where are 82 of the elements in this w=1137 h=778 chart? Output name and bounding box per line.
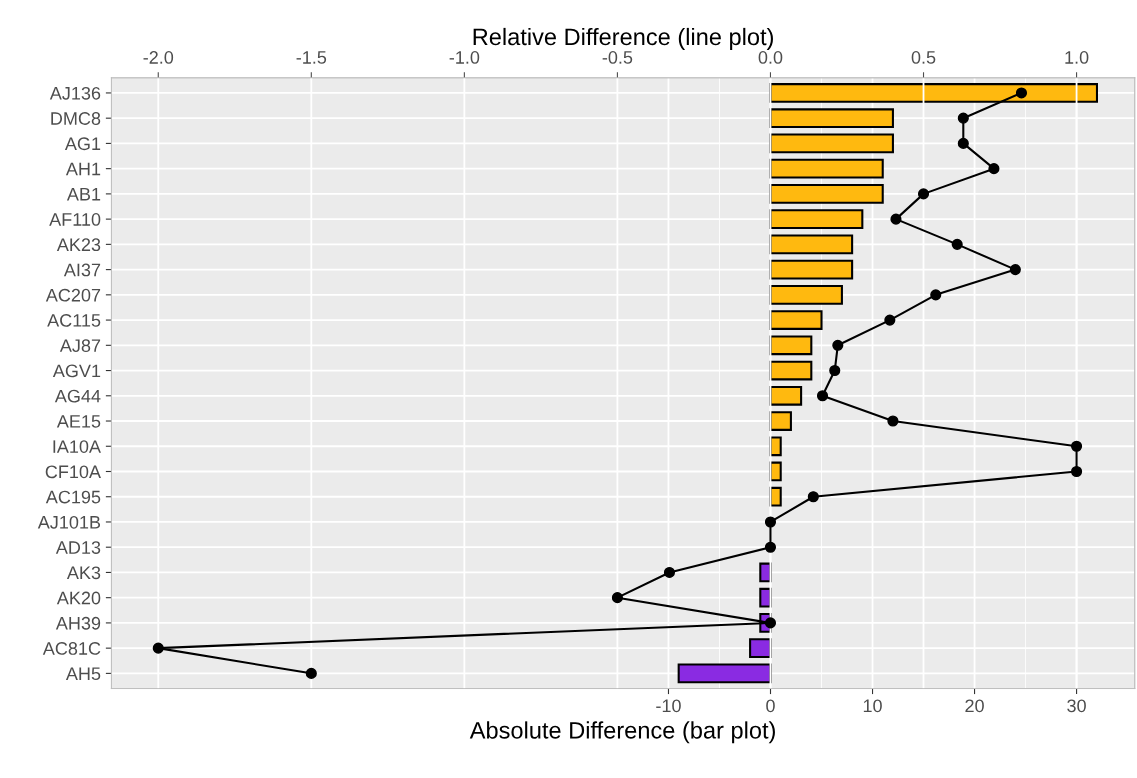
y-tick-label: AK23 <box>56 238 101 252</box>
point <box>988 163 1000 175</box>
bar <box>769 385 803 406</box>
x2-tick-label: 1.0 <box>1065 51 1089 64</box>
x2-tick-label: -1.0 <box>449 51 480 64</box>
bar <box>759 562 772 583</box>
bar <box>769 108 894 129</box>
point <box>305 667 317 679</box>
point <box>764 516 777 528</box>
x-axis-title: Absolute Difference (bar plot) <box>469 721 775 744</box>
x-tick-label: 10 <box>863 699 882 713</box>
point <box>832 339 844 351</box>
point <box>152 642 164 654</box>
y-tick-label: AK20 <box>56 591 101 605</box>
point <box>1009 264 1021 276</box>
bar <box>769 158 884 179</box>
point <box>951 238 963 250</box>
bar <box>769 209 864 229</box>
point <box>1071 465 1083 478</box>
x2-axis-title: Relative Difference (line plot) <box>473 27 773 50</box>
y-tick-label: AC115 <box>47 314 101 327</box>
bar <box>769 411 792 431</box>
y-tick-label: CF10A <box>45 465 101 479</box>
y-tick-label: AGV1 <box>52 364 101 378</box>
y-tick-label: AI37 <box>63 263 101 277</box>
bar <box>769 133 894 154</box>
x2-tick-label: -1.5 <box>296 51 327 64</box>
x2-tick-label: 0.5 <box>911 51 936 64</box>
bar <box>769 436 782 457</box>
y-tick-label: AC195 <box>45 490 101 504</box>
bar <box>769 259 854 280</box>
y-tick-label: AK3 <box>66 566 101 580</box>
bar <box>769 360 813 381</box>
bar <box>677 663 772 684</box>
point <box>957 112 969 124</box>
bar <box>749 638 772 659</box>
point <box>611 592 623 604</box>
y-tick-label: AJ101B <box>37 515 101 529</box>
point <box>1071 440 1083 452</box>
point <box>764 541 777 553</box>
x2-tick-label: -2.0 <box>143 51 174 64</box>
y-tick-label: AB1 <box>66 188 101 201</box>
y-tick-label: AH5 <box>65 667 101 681</box>
bar <box>769 310 823 330</box>
point <box>957 137 969 149</box>
x2-tick-label: -0.5 <box>602 51 633 64</box>
x2-tick-label: 0.0 <box>758 51 783 64</box>
y-tick-label: IA10A <box>53 440 101 453</box>
bar <box>759 587 772 608</box>
y-tick-label: AC81C <box>42 642 101 655</box>
bar <box>769 461 782 482</box>
bar <box>769 184 884 204</box>
x-tick-label: 30 <box>1067 699 1086 713</box>
point <box>930 289 942 301</box>
point <box>1015 87 1028 99</box>
x-tick-label: -10 <box>656 699 681 713</box>
y-tick-label: AH39 <box>55 616 101 630</box>
point <box>887 415 899 427</box>
y-tick-label: AG1 <box>64 137 101 151</box>
point <box>663 566 676 578</box>
x-tick-label: 0 <box>766 699 775 713</box>
y-tick-label: AD13 <box>55 541 101 554</box>
bar <box>769 284 843 305</box>
y-tick-label: AH1 <box>65 162 101 176</box>
y-tick-label: AF110 <box>49 213 101 226</box>
y-tick-label: AJ136 <box>49 86 101 100</box>
point <box>764 617 777 629</box>
y-tick-label: AC207 <box>45 288 101 302</box>
bar <box>769 335 813 356</box>
point <box>884 314 896 326</box>
point <box>890 213 902 225</box>
x-tick-label: 20 <box>965 699 984 713</box>
point <box>816 390 829 402</box>
y-tick-label: AJ87 <box>59 339 101 353</box>
bar <box>769 486 782 507</box>
point <box>917 188 930 200</box>
point <box>807 491 819 503</box>
y-tick-label: AG44 <box>54 389 101 403</box>
y-tick-label: DMC8 <box>51 112 101 125</box>
bar <box>769 234 854 255</box>
y-tick-label: AE15 <box>56 415 101 428</box>
point <box>829 364 841 377</box>
